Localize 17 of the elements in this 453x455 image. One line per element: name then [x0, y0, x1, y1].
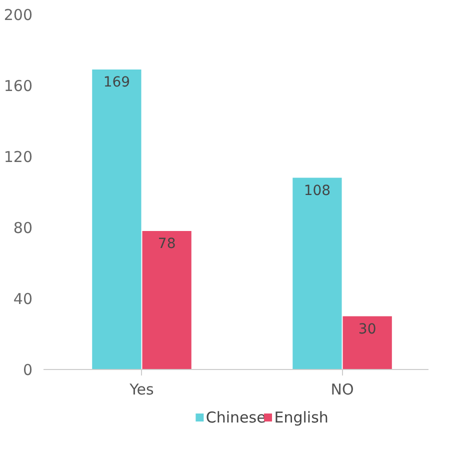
data-label: 30 — [358, 321, 376, 338]
bar — [292, 178, 342, 370]
x-tick-label: Yes — [128, 380, 154, 398]
data-label: 169 — [103, 74, 130, 91]
y-tick-label: 200 — [4, 6, 33, 24]
data-label: 78 — [158, 236, 176, 252]
x-tick-label: NO — [330, 380, 354, 398]
legend-label: English — [274, 408, 328, 426]
bar — [142, 231, 192, 370]
bar — [92, 70, 142, 370]
data-label: 108 — [304, 182, 331, 199]
y-tick-label: 80 — [13, 219, 33, 237]
y-tick-label: 40 — [13, 290, 33, 308]
y-tick-label: 120 — [4, 148, 33, 166]
bar — [342, 316, 392, 370]
y-tick-label: 0 — [22, 361, 33, 379]
y-tick-label: 160 — [4, 77, 33, 95]
